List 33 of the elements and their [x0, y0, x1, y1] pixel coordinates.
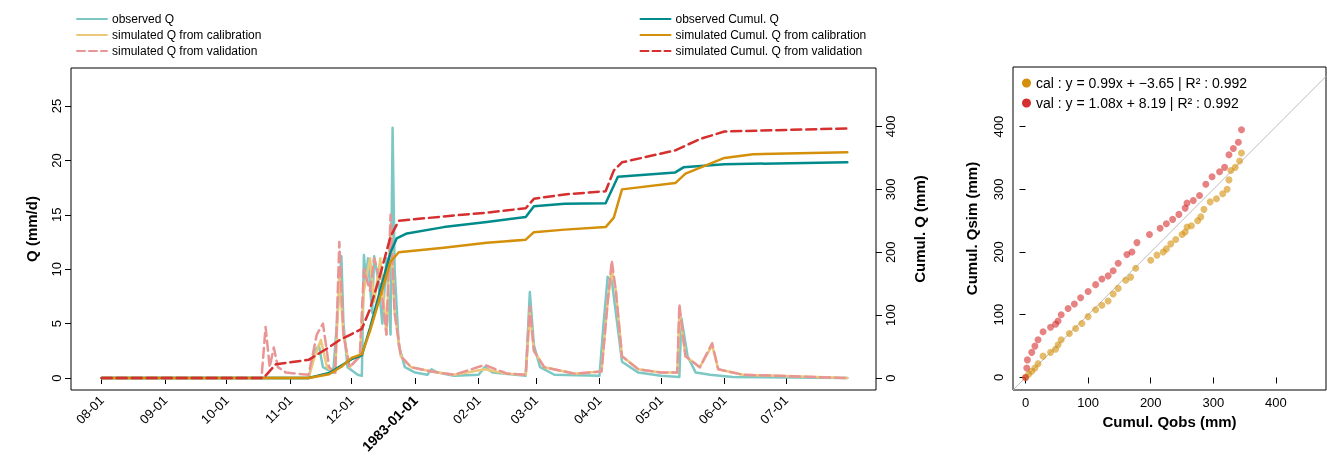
x-tick-label: 100	[1077, 395, 1099, 410]
y-tick-label: 400	[991, 115, 1006, 138]
legend-label: observed Cumul. Q	[675, 12, 779, 26]
y-tick-label: 25	[49, 98, 64, 114]
y-tick-label: 15	[49, 207, 64, 223]
legend-label: simulated Q from validation	[112, 44, 258, 58]
x-tick-label: 200	[1139, 395, 1162, 410]
y2-tick-label: 200	[883, 241, 898, 264]
x-tick-label: 300	[1202, 395, 1225, 410]
legend-label: simulated Q from calibration	[112, 28, 262, 42]
y2-tick-label: 400	[883, 115, 898, 138]
y-tick-label: 5	[49, 320, 64, 328]
y-axis-title: Cumul. Qsim (mm)	[963, 161, 980, 296]
legend-label: observed Q	[112, 12, 175, 26]
x-tick-label: 400	[1265, 395, 1287, 410]
y-tick-label: 100	[991, 303, 1006, 326]
x-axis-title: Cumul. Qobs (mm)	[1102, 412, 1237, 430]
x-tick-label: 0	[1021, 395, 1030, 410]
y-tick-label: 0	[991, 373, 1006, 382]
legend-label: simulated Cumul. Q from calibration	[675, 28, 867, 42]
y-tick-label: 10	[49, 262, 64, 277]
legend-label: simulated Cumul. Q from validation	[675, 44, 863, 58]
y2-tick-label: 300	[883, 178, 898, 201]
y-tick-label: 0	[49, 374, 64, 382]
y-tick-label: 200	[991, 241, 1006, 263]
y2-tick-label: 0	[883, 374, 898, 382]
y-tick-label: 300	[991, 178, 1006, 201]
y2-tick-label: 100	[883, 304, 898, 327]
y-axis-title: Q (mm/d)	[23, 196, 40, 262]
legend-label: val : y = 1.08x + 8.19 | R² : 0.992	[1036, 95, 1240, 111]
y-tick-label: 20	[49, 153, 64, 168]
y2-axis-title: Cumul. Q (mm)	[911, 175, 928, 283]
legend-label: cal : y = 0.99x + −3.65 | R² : 0.992	[1036, 75, 1248, 91]
